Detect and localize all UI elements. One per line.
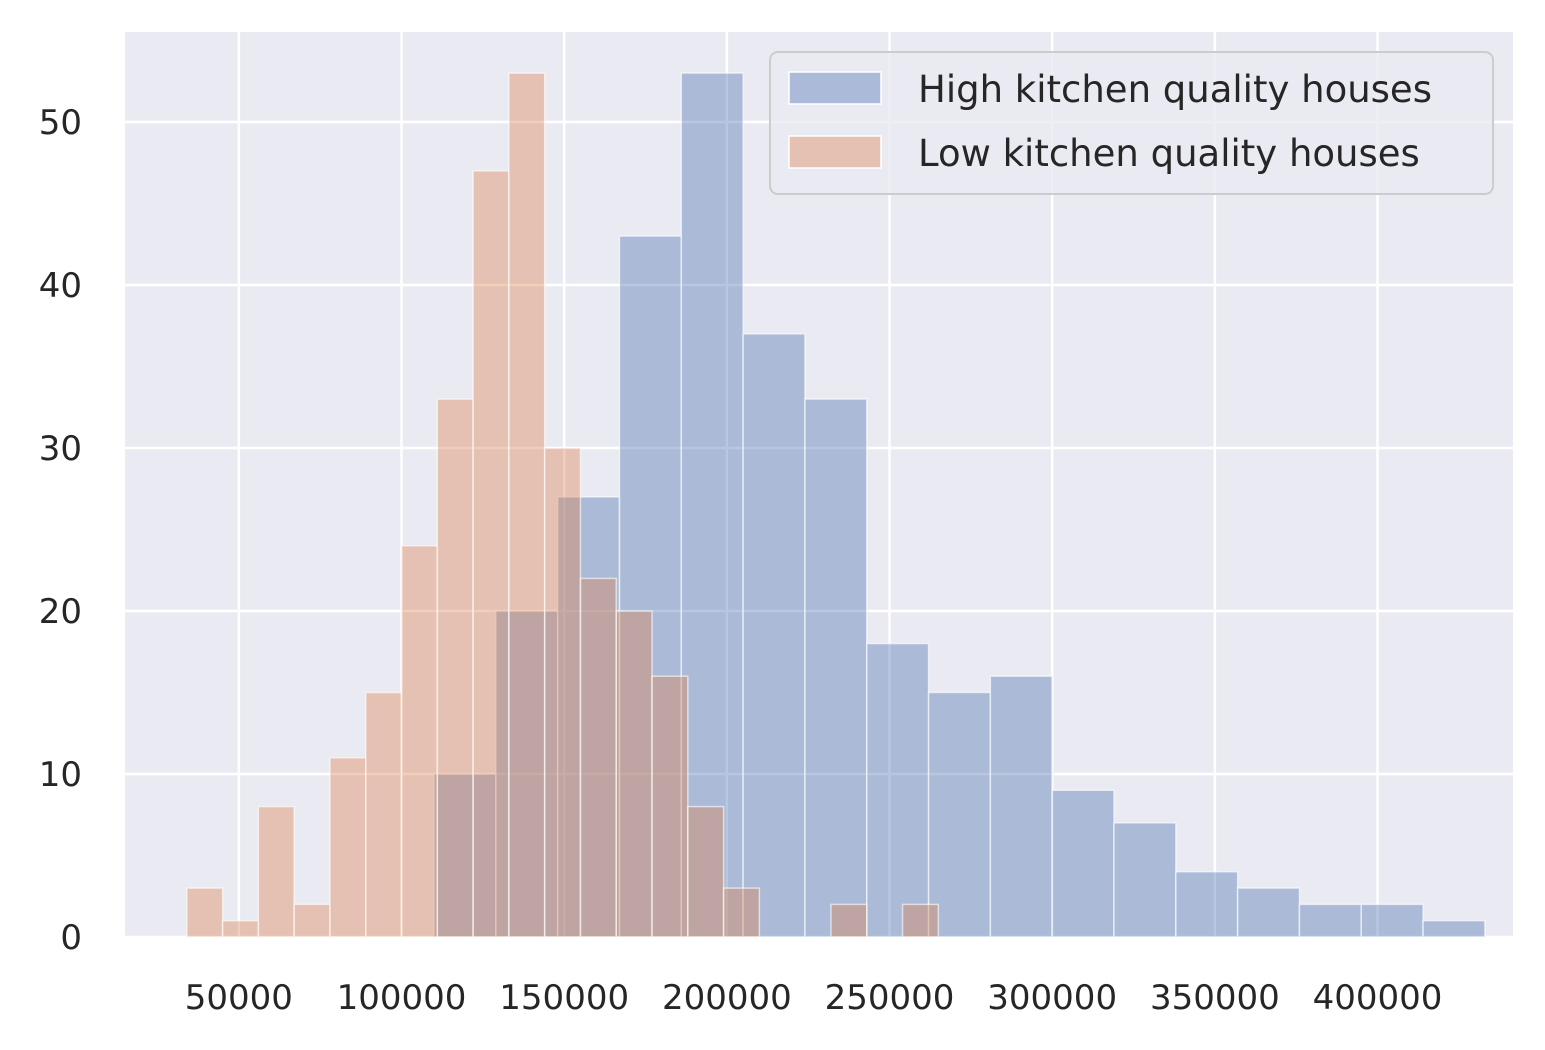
histogram-bar: [830, 903, 868, 938]
x-tick-label: 400000: [1313, 978, 1443, 1018]
histogram-bars: [186, 72, 1486, 938]
legend-swatch-high-kitchen: [788, 71, 882, 105]
x-tick-label: 150000: [499, 978, 629, 1018]
legend-swatch-low-kitchen: [788, 135, 882, 169]
histogram-bar: [615, 610, 653, 938]
y-tick-label: 0: [60, 918, 82, 958]
histogram-bar: [927, 691, 992, 938]
series-high-kitchen: [433, 72, 1486, 938]
histogram-bar: [508, 72, 546, 938]
histogram-bar: [221, 919, 260, 938]
histogram-bar: [866, 642, 930, 938]
histogram-bar: [186, 887, 224, 938]
histogram-bar: [400, 545, 439, 938]
histogram-bar: [901, 903, 940, 938]
histogram-bar: [804, 398, 868, 938]
histogram-bar: [1113, 822, 1177, 938]
histogram-bar: [651, 675, 689, 938]
y-tick-label: 40: [39, 266, 82, 306]
histogram-bar: [1236, 887, 1301, 938]
legend-frame: [769, 51, 1494, 195]
histogram-bar: [742, 333, 806, 938]
histogram-bar: [1051, 789, 1115, 938]
histogram-bar: [722, 887, 761, 938]
x-tick-label: 200000: [662, 978, 792, 1018]
histogram-bar: [989, 675, 1053, 938]
y-tick-label: 10: [39, 755, 82, 795]
legend: High kitchen quality houses Low kitchen …: [769, 51, 1494, 195]
y-tick-label: 50: [39, 103, 82, 143]
histogram-bar: [1175, 871, 1239, 938]
histogram-bar: [495, 610, 559, 938]
histogram-bar: [329, 756, 367, 938]
histogram-bar: [433, 773, 497, 938]
legend-label-low-kitchen: Low kitchen quality houses: [918, 132, 1420, 175]
series-low-kitchen: [186, 72, 940, 938]
x-tick-label: 300000: [987, 978, 1117, 1018]
x-tick-label: 350000: [1150, 978, 1280, 1018]
histogram-bar: [364, 691, 403, 938]
histogram-bar: [257, 805, 295, 938]
y-tick-label: 20: [39, 592, 82, 632]
x-tick-label: 50000: [185, 978, 293, 1018]
x-tick-label: 100000: [337, 978, 467, 1018]
legend-label-high-kitchen: High kitchen quality houses: [918, 68, 1432, 111]
y-tick-label: 30: [39, 429, 82, 469]
histogram-bar: [472, 170, 510, 938]
x-tick-label: 250000: [825, 978, 955, 1018]
histogram-bar: [293, 903, 331, 938]
tick-labels: 50000 100000 150000 200000 250000 300000 35000…: [39, 103, 1443, 1018]
histogram-bar: [687, 805, 725, 938]
histogram-bar: [1298, 903, 1363, 938]
histogram-bar: [543, 447, 582, 938]
histogram-bar: [1360, 903, 1424, 938]
histogram-bar: [579, 577, 617, 938]
histogram-bar: [436, 398, 474, 938]
histogram-bar: [1422, 919, 1486, 938]
histogram-bar: [556, 496, 621, 938]
